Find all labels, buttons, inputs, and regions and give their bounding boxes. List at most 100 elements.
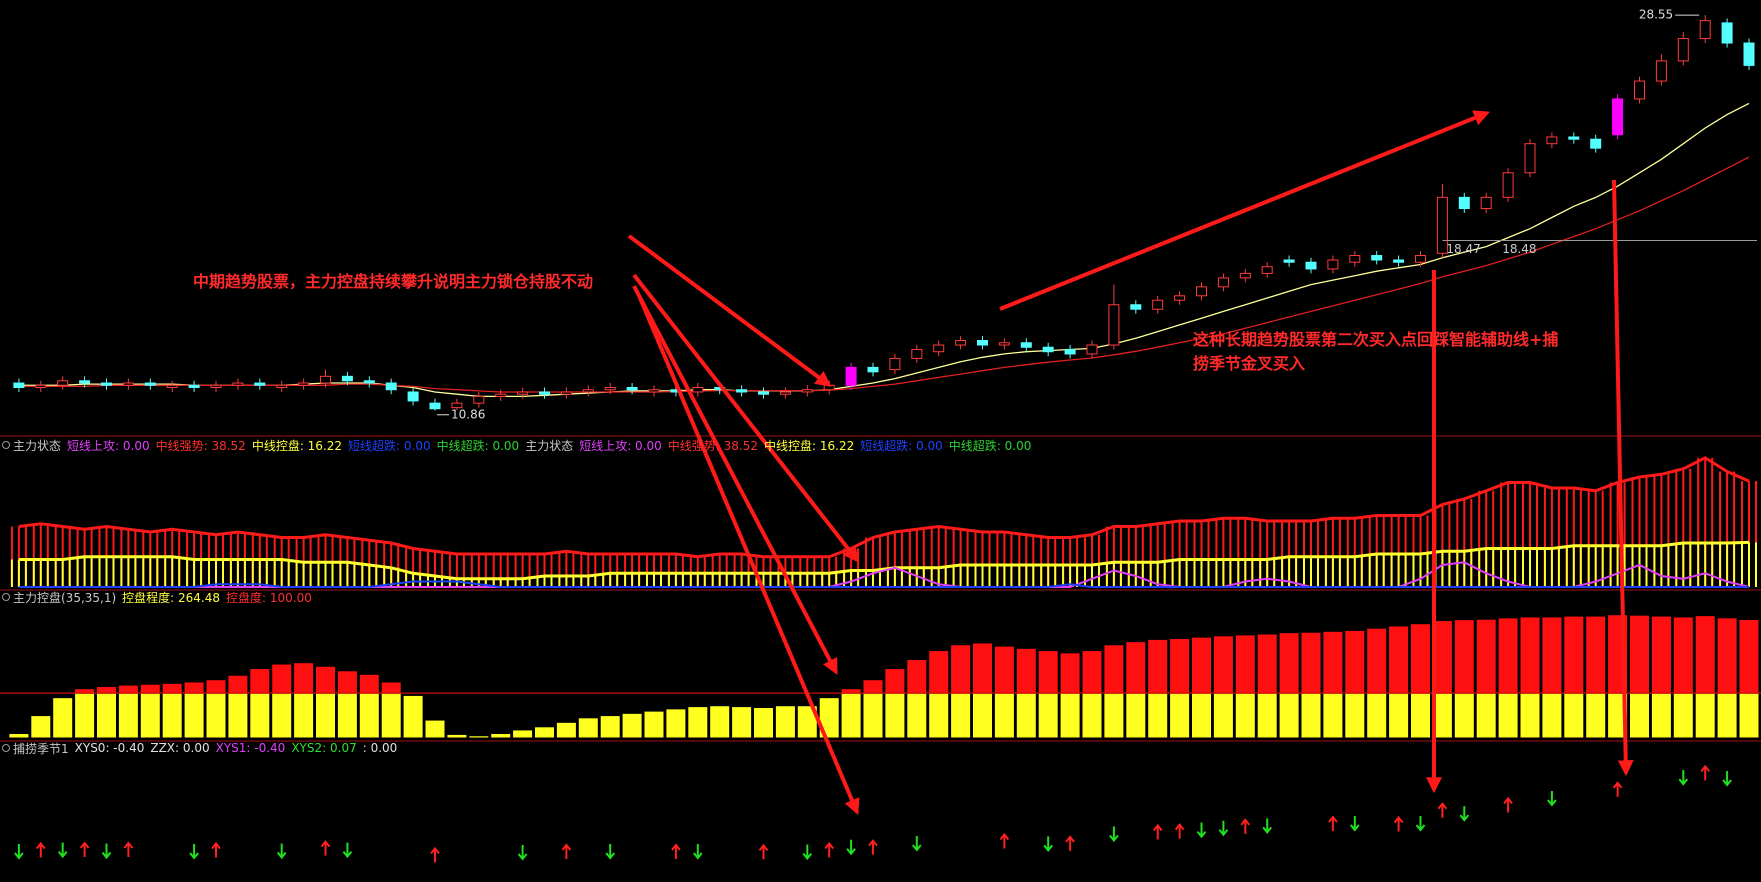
indicator-bar xyxy=(1441,504,1444,587)
indicator-contour xyxy=(18,456,1750,559)
control-bar-base xyxy=(643,710,665,739)
candle-body xyxy=(933,344,945,353)
control-bar-base xyxy=(1694,692,1716,739)
header-icon xyxy=(2,441,10,449)
control-bar-base xyxy=(599,715,621,739)
control-bar-base xyxy=(205,692,227,739)
control-bar-base xyxy=(1629,692,1650,739)
indicator-bar xyxy=(68,526,71,587)
header-item: 中线超跌: 0.00 xyxy=(948,438,1032,453)
indicator-bar xyxy=(514,578,517,587)
indicator-bar xyxy=(872,537,874,587)
sell-arrow xyxy=(101,843,112,860)
indicator-bar xyxy=(1536,548,1538,587)
sell-arrow xyxy=(1196,822,1207,839)
sell-arrow xyxy=(802,844,813,861)
candle-body xyxy=(1130,304,1142,310)
buy-arrow xyxy=(1174,822,1185,839)
indicator-bar xyxy=(477,578,480,587)
indicator-bar xyxy=(302,562,305,587)
indicator-bar xyxy=(850,570,853,587)
control-bar-excess xyxy=(1125,641,1147,694)
indicator-bar xyxy=(1726,543,1729,587)
indicator-bar xyxy=(1324,556,1327,587)
indicator-bar xyxy=(1127,526,1130,587)
indicator-bar xyxy=(646,554,648,587)
indicator-bar xyxy=(725,554,728,587)
indicator-bar xyxy=(1010,532,1013,587)
indicator-bar xyxy=(558,551,561,587)
candle-body xyxy=(1655,60,1667,82)
indicator-bar xyxy=(1550,548,1553,587)
indicator-bar xyxy=(602,554,605,587)
indicator-bar xyxy=(1105,562,1108,587)
control-bar-excess xyxy=(205,679,227,694)
sell-arrow xyxy=(1218,820,1229,837)
candle-body xyxy=(1721,22,1733,44)
control-bar-excess xyxy=(1169,637,1191,694)
control-bar-base xyxy=(1191,692,1212,739)
indicator-bar xyxy=(930,526,933,587)
control-bar-excess xyxy=(1300,631,1322,694)
arrow xyxy=(999,110,1490,311)
control-bar-excess xyxy=(1410,623,1431,694)
candle-body xyxy=(889,357,901,371)
buy-arrow xyxy=(671,843,681,859)
indicator-bar xyxy=(718,554,721,587)
indicator-bar xyxy=(339,562,342,587)
control-bar-base xyxy=(534,726,555,739)
indicator-header: 主力状态 短线上攻: 0.00 中线强势: 38.52 中线控盘: 16.22 短线超跌… xyxy=(2,438,1037,453)
candle-body xyxy=(1743,42,1755,66)
control-bar-excess xyxy=(950,644,972,694)
indicator-bar xyxy=(1741,481,1743,587)
indicator-header: 捕捞季节1 XYS0: -0.40 ZZX: 0.00 XYS1: -0.40 XYS2… xyxy=(2,741,403,756)
control-bar-base xyxy=(906,692,928,739)
control-bar-excess xyxy=(227,674,249,694)
indicator-bar xyxy=(54,559,57,587)
candle-body xyxy=(1634,80,1645,100)
indicator-bar xyxy=(1514,482,1517,587)
indicator-bar xyxy=(1741,542,1743,587)
control-bar-excess xyxy=(1453,619,1475,694)
control-bar-excess xyxy=(884,668,906,694)
control-bar-excess xyxy=(972,642,993,694)
indicator-bar xyxy=(908,567,911,587)
indicator-bar xyxy=(681,554,684,587)
control-bar-excess xyxy=(906,659,928,694)
control-bar-base xyxy=(358,692,380,739)
indicator-bar xyxy=(24,559,27,587)
control-bar-base xyxy=(753,707,774,739)
header-item: 捕捞季节1 xyxy=(13,741,69,756)
indicator-bar xyxy=(1193,559,1196,587)
indicator-bar xyxy=(536,554,539,587)
indicator-bar xyxy=(609,554,612,587)
indicator-bar xyxy=(1156,562,1159,587)
indicator-bar xyxy=(1295,556,1298,587)
indicator-bar xyxy=(572,576,575,587)
indicator-bar xyxy=(1112,562,1115,587)
indicator-bar xyxy=(434,551,436,587)
candle-body xyxy=(495,393,507,397)
candle-body xyxy=(1502,172,1514,198)
candle-body xyxy=(1152,299,1164,310)
indicator-bar xyxy=(1601,545,1604,587)
candle-body xyxy=(1327,259,1339,270)
control-bar-excess xyxy=(96,685,117,694)
indicator-bar xyxy=(1091,534,1093,587)
control-bar-base xyxy=(1410,692,1431,739)
indicator-bar xyxy=(1215,559,1218,587)
candle-body xyxy=(911,348,923,359)
indicator-bar xyxy=(1500,548,1503,587)
indicator-bar xyxy=(937,526,940,587)
indicator-bar xyxy=(1062,565,1065,587)
indicator-bar xyxy=(1689,468,1692,587)
indicator-bar xyxy=(1660,545,1663,587)
annotation: 捞季节金叉买入 xyxy=(1193,354,1306,373)
indicator-bar xyxy=(528,578,531,587)
indicator-bar xyxy=(922,529,925,587)
buy-arrow xyxy=(430,846,440,863)
indicator-bar xyxy=(1331,518,1334,587)
control-bar-base xyxy=(446,733,468,739)
indicator-bar xyxy=(1711,543,1714,587)
control-bar-base xyxy=(1716,692,1738,739)
